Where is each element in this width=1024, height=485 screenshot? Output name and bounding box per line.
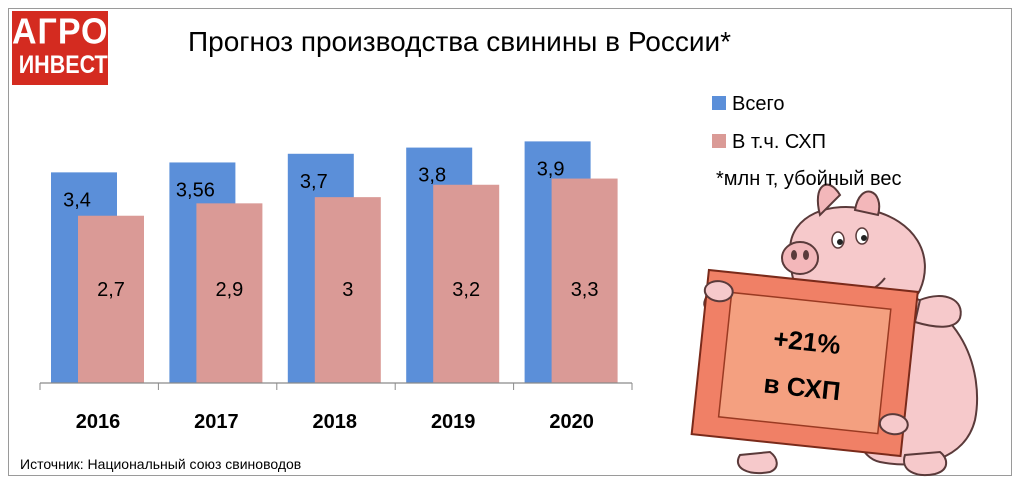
units-note: *млн т, убойный вес — [716, 168, 902, 190]
bar-agri-2019 — [433, 184, 500, 383]
pig-pupil — [861, 235, 867, 241]
pig-ear — [853, 190, 881, 217]
source-note: Источник: Национальный союз свиноводов — [20, 456, 302, 472]
pig-nostril — [803, 250, 809, 260]
chart-title: Прогноз производства свинины в России* — [188, 26, 732, 57]
pig-nostril — [791, 250, 797, 260]
legend-item-total: Всего — [712, 92, 784, 116]
pig-pupil — [837, 239, 843, 245]
legend-swatch-agri — [712, 134, 726, 149]
label-agri-2019: 3,2 — [452, 279, 480, 301]
pig-leg — [903, 450, 948, 476]
callout-sign: +21%в СХП — [690, 268, 919, 458]
x-tick-2019: 2019 — [431, 411, 476, 433]
label-total-2016: 3,4 — [63, 189, 91, 211]
label-agri-2018: 3 — [342, 279, 353, 301]
pig-hoof — [878, 413, 909, 436]
pig-arm — [913, 295, 962, 328]
legend-swatch-total — [712, 96, 726, 111]
pig-hoof — [703, 280, 734, 303]
label-agri-2016: 2,7 — [97, 279, 125, 301]
pig-leg — [737, 450, 778, 474]
x-tick-2017: 2017 — [194, 411, 239, 433]
logo-line-1: АГРО — [12, 12, 109, 52]
legend-label-agri: В т.ч. СХП — [732, 131, 826, 153]
label-total-2017: 3,56 — [176, 179, 215, 201]
label-agri-2017: 2,9 — [215, 279, 243, 301]
pig-snout — [781, 241, 819, 275]
x-tick-2018: 2018 — [313, 411, 358, 433]
callout-inner — [717, 291, 892, 435]
bar-agri-2016 — [78, 215, 144, 383]
legend-label-total: Всего — [732, 93, 785, 115]
bar-agri-2018 — [314, 197, 381, 383]
pig-ear — [816, 183, 842, 217]
callout-line-1: +21% — [772, 323, 842, 360]
x-tick-2016: 2016 — [76, 411, 121, 433]
bar-agri-2020 — [551, 178, 618, 383]
bar-agri-2017 — [196, 203, 263, 383]
legend-item-agri: В т.ч. СХП — [712, 130, 826, 154]
label-total-2018: 3,7 — [300, 171, 328, 193]
x-tick-2020: 2020 — [549, 411, 594, 433]
label-total-2019: 3,8 — [418, 165, 446, 187]
label-total-2020: 3,9 — [537, 158, 565, 180]
label-agri-2020: 3,3 — [571, 279, 599, 301]
